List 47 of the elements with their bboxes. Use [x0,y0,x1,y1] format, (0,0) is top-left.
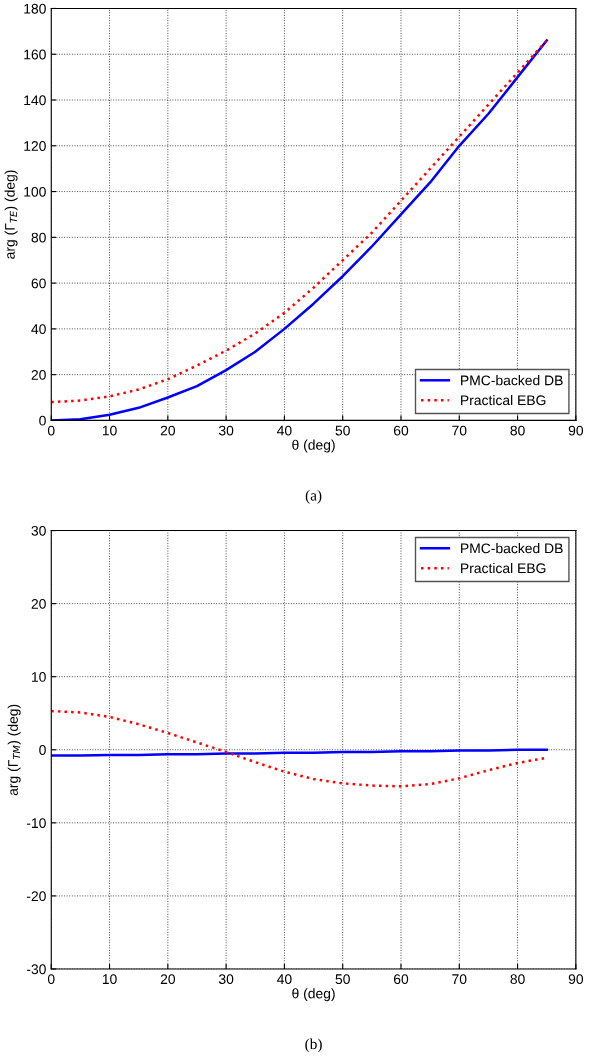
x-tick-label: 90 [568,425,584,436]
y-tick-label: 0 [39,415,46,426]
y-axis-title: arg (Γ$_{TM}$) (deg) [7,704,21,796]
y-tick-label: 120 [24,141,46,151]
y-axis-title: arg (Γ$_{TE}$) (deg) [4,170,18,259]
x-axis-title: θ (deg) [292,439,335,453]
y-tick-label: -20 [26,891,46,902]
x-tick-label: 70 [452,974,467,985]
y-tick-label: 160 [24,49,46,60]
x-tick-label: 70 [452,425,467,436]
y-tick-label: 10 [32,672,46,682]
x-tick-label: 30 [218,425,234,436]
y-tick-label: 20 [31,598,46,609]
y-tick-label: -10 [26,818,46,829]
y-tick-label: 30 [31,525,46,536]
y-tick-label: 0 [39,745,46,755]
x-tick-label: 50 [335,425,350,436]
legend-label: Practical EBG [461,394,546,406]
x-tick-label: 40 [277,974,292,985]
x-tick-label: 80 [510,974,525,985]
x-tick-label: 40 [277,425,292,436]
x-tick-label: 0 [47,425,55,436]
y-tick-label: 40 [31,324,46,335]
x-tick-label: 80 [510,425,525,436]
y-tick-label: 100 [24,186,46,197]
text: (a) [305,489,322,504]
text: (b) [305,1038,322,1053]
x-tick-label: 60 [393,974,409,985]
legend-label: PMC-backed DB [461,375,563,386]
x-tick-label: 0 [47,974,55,985]
x-tick-label: 30 [218,974,234,985]
legend-label: PMC-backed DB [461,543,563,554]
x-tick-label: 90 [568,974,584,985]
x-axis-title: θ (deg) [292,988,335,1002]
y-tick-label: -30 [26,964,46,975]
y-tick-label: 20 [31,369,46,380]
y-tick-label: 80 [31,232,46,243]
y-tick-label: 60 [31,278,46,289]
x-tick-label: 10 [102,425,117,436]
legend-label: Practical EBG [461,562,546,574]
x-tick-label: 20 [160,974,176,985]
y-tick-label: 140 [24,95,46,106]
x-tick-label: 10 [102,974,117,985]
x-tick-label: 50 [335,974,350,985]
x-tick-label: 60 [393,425,409,436]
y-tick-label: 180 [24,3,46,14]
x-tick-label: 20 [160,425,176,436]
